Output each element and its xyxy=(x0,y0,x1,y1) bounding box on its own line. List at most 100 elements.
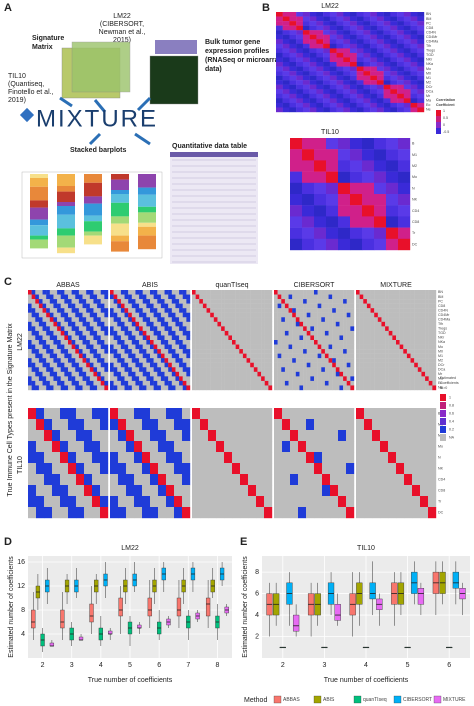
heatmap-cell xyxy=(202,303,207,309)
heatmap-cell xyxy=(399,353,404,359)
heatmap-cell xyxy=(385,358,389,363)
heatmap-cell xyxy=(261,294,265,300)
heatmap-cell xyxy=(64,317,69,323)
heatmap-cell xyxy=(417,30,425,35)
heatmap-cell xyxy=(302,25,310,31)
heatmap-cell xyxy=(321,299,326,304)
heatmap-cell xyxy=(179,290,183,295)
heatmap-cell xyxy=(428,507,437,519)
heatmap-cell xyxy=(93,376,98,382)
heatmap-cell xyxy=(239,326,244,332)
heatmap-cell xyxy=(42,308,47,313)
heatmap-cell xyxy=(332,294,337,300)
heatmap-cell xyxy=(324,317,329,323)
heatmap-cell xyxy=(71,344,76,350)
heatmap-cell xyxy=(49,340,54,345)
heatmap-cell xyxy=(377,299,382,304)
heatmap-cell xyxy=(146,385,151,391)
heatmap-cell xyxy=(213,317,218,323)
heatmap-cell xyxy=(356,362,360,368)
heatmap-cell xyxy=(346,299,351,304)
x-tick-label: 4 xyxy=(99,662,103,669)
heatmap-cell xyxy=(370,80,378,85)
heatmap-cell xyxy=(239,385,244,391)
heatmap-cell xyxy=(404,452,413,464)
heatmap-cell xyxy=(350,227,363,239)
heatmap-cell xyxy=(71,358,76,363)
heatmap-cell xyxy=(390,89,398,95)
heatmap-cell xyxy=(359,367,364,373)
heatmap-cell xyxy=(253,290,258,295)
heatmap-cell xyxy=(142,507,151,519)
heatmap-cell xyxy=(421,321,426,327)
heatmap-cell xyxy=(362,182,375,195)
heatmap-cell xyxy=(268,358,273,363)
heatmap-cell xyxy=(363,66,371,72)
row-tick-label: CD4Ma xyxy=(438,317,450,321)
heatmap-cell xyxy=(28,303,32,309)
heatmap-cell xyxy=(306,353,311,359)
row-tick-label: Tregs xyxy=(426,49,435,53)
heatmap-cell xyxy=(356,408,365,420)
stack-segment xyxy=(30,235,48,240)
heatmap-cell xyxy=(363,89,371,95)
heatmap-cell xyxy=(390,93,398,99)
heatmap-cell xyxy=(374,376,379,382)
heatmap-cell xyxy=(329,93,337,99)
heatmap-cell xyxy=(332,290,337,295)
heatmap-cell xyxy=(175,353,180,359)
heatmap-cell xyxy=(150,385,154,391)
heatmap-cell xyxy=(343,362,347,368)
heatmap-cell xyxy=(28,441,37,453)
heatmap-cell xyxy=(110,353,114,359)
heatmap-cell xyxy=(366,340,371,345)
heatmap-cell xyxy=(199,326,204,332)
heatmap-cell xyxy=(75,312,80,318)
heatmap-cell xyxy=(390,66,398,72)
chart-title: TIL10 xyxy=(357,545,375,552)
heatmap-cell xyxy=(310,367,315,373)
heatmap-cell xyxy=(28,340,32,345)
legend-label: 0.6 xyxy=(449,411,454,415)
heatmap-cell xyxy=(370,48,378,54)
heatmap-cell xyxy=(82,349,87,354)
heatmap-cell xyxy=(406,335,411,341)
heatmap-cell xyxy=(321,317,326,323)
heatmap-cell xyxy=(324,367,329,373)
heatmap-cell xyxy=(160,294,165,300)
heatmap-cell xyxy=(100,385,105,391)
heatmap-cell xyxy=(372,474,381,486)
heatmap-cell xyxy=(335,294,340,300)
heatmap-cell xyxy=(396,340,400,345)
heatmap-cell xyxy=(86,344,91,350)
heatmap-cell xyxy=(182,358,187,363)
heatmap-cell xyxy=(326,138,339,150)
heatmap-cell xyxy=(306,330,311,336)
heatmap-cell xyxy=(390,30,398,35)
heatmap-cell xyxy=(182,335,187,341)
heatmap-cell xyxy=(298,463,307,475)
heatmap-cell xyxy=(68,353,72,359)
heatmap-cell xyxy=(385,321,389,327)
heatmap-cell xyxy=(235,340,240,345)
heatmap-cell xyxy=(158,419,167,431)
heatmap-cell xyxy=(206,321,211,327)
heatmap-cell xyxy=(292,362,297,368)
heatmap-cell xyxy=(268,330,273,336)
heatmap-cell xyxy=(309,89,317,95)
heatmap-cell xyxy=(366,321,371,327)
heatmap-cell xyxy=(322,485,331,497)
heatmap-cell xyxy=(314,430,323,442)
heatmap-cell xyxy=(246,294,251,300)
heatmap-cell xyxy=(399,326,404,332)
heatmap-cell xyxy=(221,385,225,391)
heatmap-cell xyxy=(309,66,317,72)
heatmap-cell xyxy=(153,362,158,368)
heatmap-cell xyxy=(153,308,158,313)
heatmap-cell xyxy=(314,160,327,172)
heatmap-cell xyxy=(432,299,437,304)
heatmap-cell xyxy=(403,48,411,54)
heatmap-cell xyxy=(224,290,229,295)
heatmap-cell xyxy=(164,344,169,350)
heatmap-cell xyxy=(329,52,337,58)
